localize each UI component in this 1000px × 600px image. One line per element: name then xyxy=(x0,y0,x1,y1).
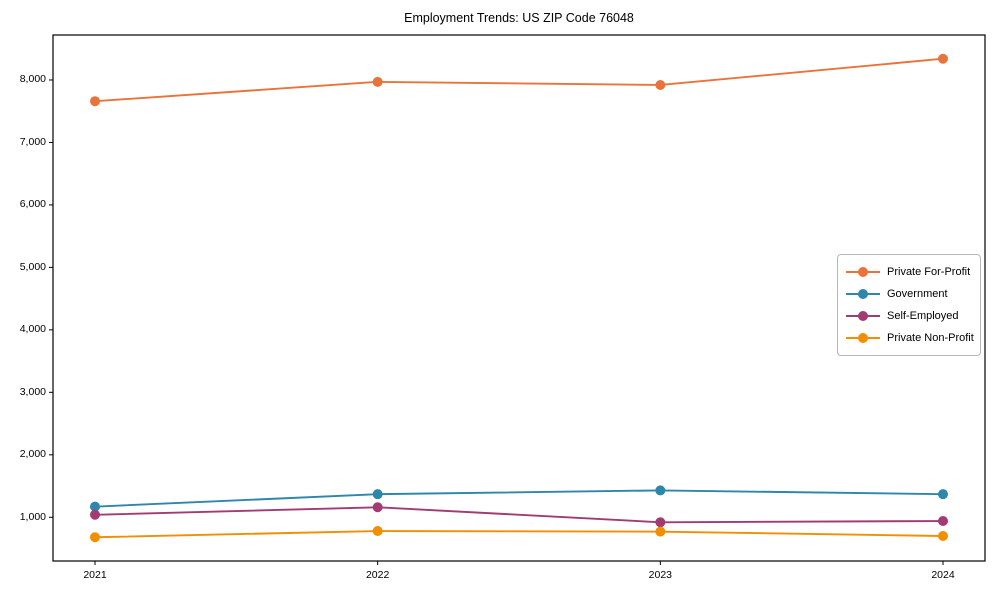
legend-marker-government xyxy=(846,289,880,299)
legend-label: Government xyxy=(887,288,948,300)
legend-dot-sample xyxy=(858,333,868,343)
legend-label: Private Non-Profit xyxy=(887,332,974,344)
data-point-government xyxy=(372,489,383,500)
series-line-government xyxy=(94,489,944,508)
y-tick-label: 8,000 xyxy=(19,73,46,86)
y-tick-label: 4,000 xyxy=(19,323,46,336)
legend-entry-government: Government xyxy=(846,283,972,305)
legend-marker-private-non-profit xyxy=(846,333,880,343)
y-tick-label: 3,000 xyxy=(19,385,46,398)
x-tick-label: 2021 xyxy=(83,569,107,581)
data-point-private-for-profit xyxy=(372,76,383,87)
data-point-government xyxy=(655,485,666,496)
plot-frame xyxy=(52,34,986,562)
legend: Private For-Profit Government Self-Employe… xyxy=(837,254,981,356)
y-tick-label: 7,000 xyxy=(19,135,46,148)
x-tick-label: 2024 xyxy=(931,569,955,581)
x-tick-label: 2023 xyxy=(648,569,672,581)
data-point-self-employed xyxy=(655,517,666,528)
data-point-private-non-profit xyxy=(372,526,383,537)
legend-marker-self-employed xyxy=(846,311,880,321)
y-tick-label: 1,000 xyxy=(19,510,46,523)
data-point-private-for-profit xyxy=(90,96,100,107)
series-line-private-non-profit xyxy=(94,530,944,539)
x-tick-label: 2022 xyxy=(365,569,390,581)
data-point-private-for-profit xyxy=(655,79,666,90)
chart-title: Employment Trends: US ZIP Code 76048 xyxy=(404,11,634,25)
legend-entry-private-non-profit: Private Non-Profit xyxy=(846,327,974,349)
data-point-self-employed xyxy=(90,509,100,520)
data-point-private-non-profit xyxy=(938,531,948,542)
y-tick-label: 2,000 xyxy=(19,448,46,461)
data-point-government xyxy=(938,489,948,500)
data-point-private-non-profit xyxy=(655,526,666,537)
legend-marker-private-for-profit xyxy=(846,267,880,277)
legend-dot-sample xyxy=(858,267,868,277)
legend-label: Self-Employed xyxy=(887,310,959,322)
legend-dot-sample xyxy=(858,289,868,299)
data-point-self-employed xyxy=(372,502,383,513)
data-point-self-employed xyxy=(938,516,948,527)
series-line-private-for-profit xyxy=(94,57,944,103)
y-tick-label: 6,000 xyxy=(19,198,46,211)
data-point-private-non-profit xyxy=(90,532,100,543)
data-point-government xyxy=(90,501,100,512)
legend-entry-self-employed: Self-Employed xyxy=(846,305,972,327)
legend-dot-sample xyxy=(858,311,868,321)
data-point-private-for-profit xyxy=(938,53,948,64)
y-tick-label: 5,000 xyxy=(19,260,46,273)
legend-entry-private-for-profit: Private For-Profit xyxy=(846,261,972,283)
series-line-self-employed xyxy=(94,506,944,524)
legend-label: Private For-Profit xyxy=(887,266,971,278)
